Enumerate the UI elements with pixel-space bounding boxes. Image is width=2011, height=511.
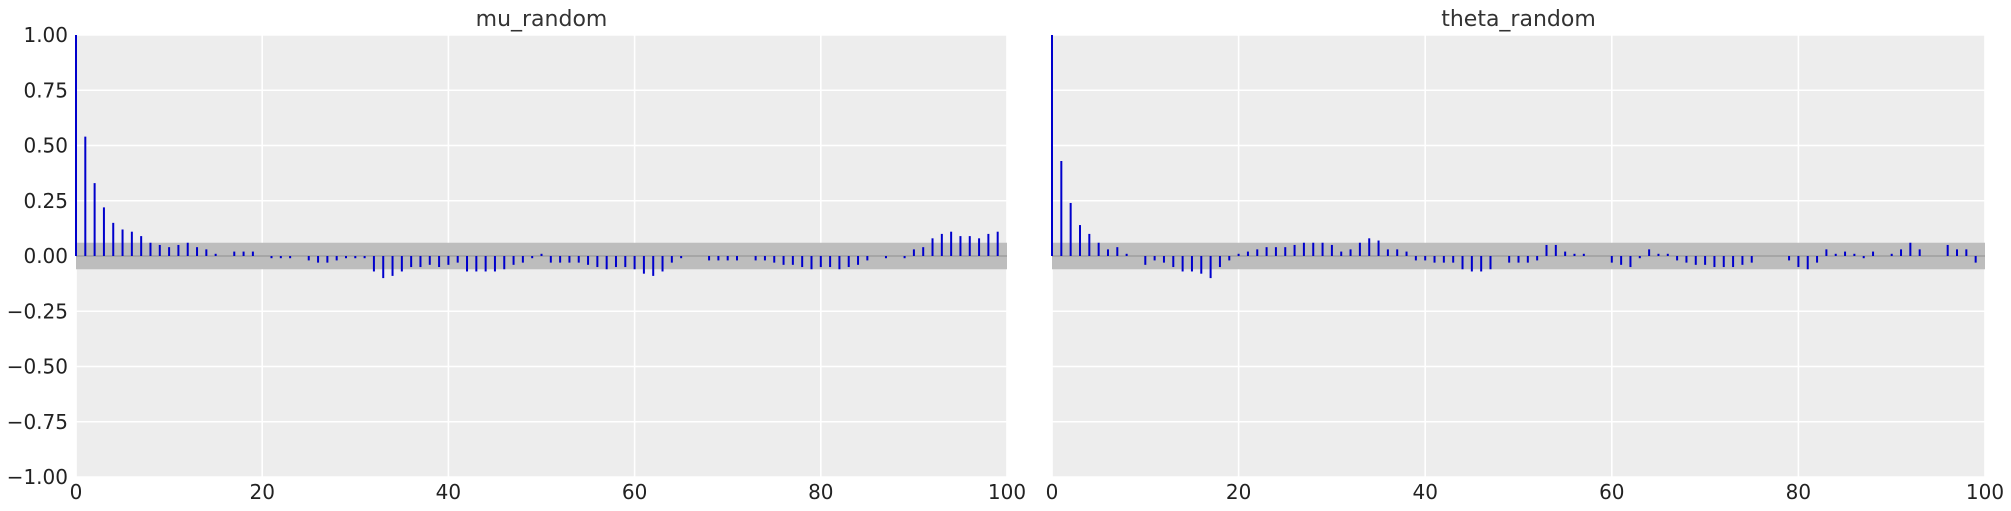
x-tick-label: 100 — [988, 480, 1026, 504]
x-tick-label: 60 — [1599, 480, 1624, 504]
x-tick-label: 20 — [249, 480, 274, 504]
y-tick-label: 0.25 — [23, 189, 68, 213]
x-tick-label: 20 — [1226, 480, 1251, 504]
x-tick-label: 60 — [622, 480, 647, 504]
x-tick-label: 80 — [1786, 480, 1811, 504]
y-tick-label: 0.00 — [23, 244, 68, 268]
mu-random-panel: mu_random 0 20 40 60 80 100 1.00 0.75 0.50 0.25 0.0… — [7, 7, 1026, 504]
x-tick-label: 0 — [1046, 480, 1059, 504]
x-tick-label: 0 — [70, 480, 83, 504]
chart-title: mu_random — [476, 7, 608, 32]
x-tick-label: 40 — [436, 480, 461, 504]
y-tick-label: −0.75 — [7, 410, 68, 434]
y-tick-label: −0.50 — [7, 355, 68, 379]
y-tick-label: −1.00 — [7, 465, 68, 489]
chart-title: theta_random — [1441, 7, 1596, 32]
theta-random-panel: theta_random 0 20 40 60 80 100 — [1046, 7, 2004, 504]
y-tick-label: −0.25 — [7, 299, 68, 323]
x-tick-label: 40 — [1412, 480, 1437, 504]
x-tick-label: 80 — [808, 480, 833, 504]
y-tick-label: 0.50 — [23, 134, 68, 158]
y-tick-label: 1.00 — [23, 23, 68, 47]
x-tick-label: 100 — [1966, 480, 2004, 504]
y-tick-label: 0.75 — [23, 78, 68, 102]
